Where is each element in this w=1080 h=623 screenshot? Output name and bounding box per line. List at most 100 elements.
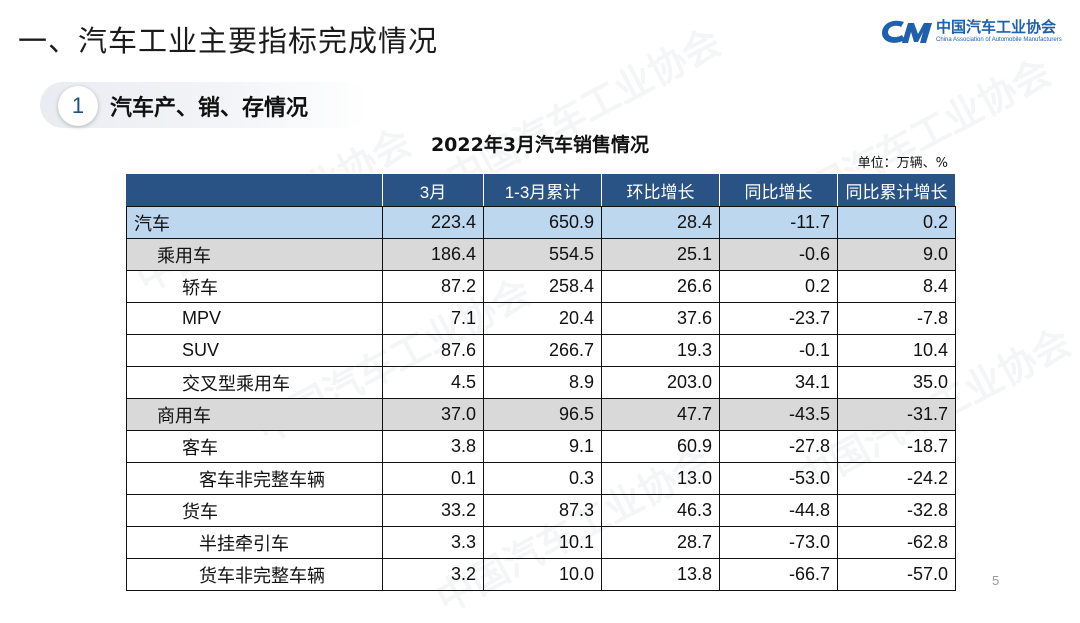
table-cell: 10.4 [837, 334, 956, 367]
table-cell: -0.1 [719, 334, 838, 367]
table-cell: 34.1 [719, 366, 838, 399]
table-header-row: 3月 1-3月累计 环比增长 同比增长 同比累计增长 [126, 173, 956, 207]
table-cell: 47.7 [601, 398, 720, 431]
table-cell: -53.0 [719, 462, 838, 495]
table-row: 商用车 37.0 96.5 47.7 -43.5 -31.7 [126, 398, 956, 431]
table-cell: 203.0 [601, 366, 720, 399]
table-cell: -23.7 [719, 302, 838, 335]
table-row: 交叉型乘用车 4.5 8.9 203.0 34.1 35.0 [126, 366, 956, 399]
table-row: SUV 87.6 266.7 19.3 -0.1 10.4 [126, 334, 956, 367]
table-row: 货车 33.2 87.3 46.3 -44.8 -32.8 [126, 494, 956, 527]
caam-logo-icon [882, 20, 932, 43]
table-row: 半挂牵引车 3.3 10.1 28.7 -73.0 -62.8 [126, 526, 956, 559]
table-cell: 87.3 [483, 494, 602, 527]
table-cell: 20.4 [483, 302, 602, 335]
table-cell: 60.9 [601, 430, 720, 463]
table-cell: 19.3 [601, 334, 720, 367]
row-label: 客车 [126, 430, 383, 463]
column-header [126, 173, 383, 207]
column-header: 同比累计增长 [837, 173, 956, 207]
table-cell: 13.0 [601, 462, 720, 495]
table-cell: 10.0 [483, 558, 602, 591]
table-cell: 96.5 [483, 398, 602, 431]
table-cell: -66.7 [719, 558, 838, 591]
table-cell: -11.7 [719, 206, 838, 239]
caam-logo: 中国汽车工业协会 China Association of Automobile… [880, 16, 1070, 50]
table-row: 轿车 87.2 258.4 26.6 0.2 8.4 [126, 270, 956, 303]
table-cell: 0.2 [837, 206, 956, 239]
logo-name-en: China Association of Automobile Manufact… [936, 37, 1062, 43]
table-cell: -32.8 [837, 494, 956, 527]
table-cell: 35.0 [837, 366, 956, 399]
table-row: MPV 7.1 20.4 37.6 -23.7 -7.8 [126, 302, 956, 335]
row-label: 货车非完整车辆 [126, 558, 383, 591]
logo-name-cn: 中国汽车工业协会 [936, 18, 1057, 36]
row-label: 交叉型乘用车 [126, 366, 383, 399]
table-cell: -24.2 [837, 462, 956, 495]
table-cell: 9.0 [837, 238, 956, 271]
table-cell: 258.4 [483, 270, 602, 303]
table-cell: 25.1 [601, 238, 720, 271]
table-cell: 0.2 [719, 270, 838, 303]
table-title: 2022年3月汽车销售情况 [430, 134, 650, 156]
table-row: 货车非完整车辆 3.2 10.0 13.8 -66.7 -57.0 [126, 558, 956, 591]
table-cell: 37.0 [382, 398, 484, 431]
row-label: 货车 [126, 494, 383, 527]
row-label: 客车非完整车辆 [126, 462, 383, 495]
table-cell: 650.9 [483, 206, 602, 239]
page-number: 5 [992, 573, 1000, 588]
row-label: 商用车 [126, 398, 383, 431]
unit-label: 单位：万辆、% [857, 156, 948, 171]
table-cell: 33.2 [382, 494, 484, 527]
row-label: MPV [126, 302, 383, 335]
table-cell: -43.5 [719, 398, 838, 431]
row-label: SUV [126, 334, 383, 367]
table-cell: 26.6 [601, 270, 720, 303]
table-cell: 8.9 [483, 366, 602, 399]
table-cell: 10.1 [483, 526, 602, 559]
row-label: 乘用车 [126, 238, 383, 271]
row-label: 汽车 [126, 206, 383, 239]
table-cell: -57.0 [837, 558, 956, 591]
column-header: 环比增长 [601, 173, 720, 207]
table-cell: 3.2 [382, 558, 484, 591]
column-header: 3月 [382, 173, 484, 207]
table-cell: 28.4 [601, 206, 720, 239]
table-cell: 46.3 [601, 494, 720, 527]
table-cell: 87.6 [382, 334, 484, 367]
table-cell: -18.7 [837, 430, 956, 463]
table-cell: 3.3 [382, 526, 484, 559]
table-cell: -7.8 [837, 302, 956, 335]
table-cell: -73.0 [719, 526, 838, 559]
table-cell: 0.3 [483, 462, 602, 495]
table-row: 客车 3.8 9.1 60.9 -27.8 -18.7 [126, 430, 956, 463]
table-cell: 8.4 [837, 270, 956, 303]
sales-table: 3月 1-3月累计 环比增长 同比增长 同比累计增长 汽车 223.4 650.9 2… [126, 173, 956, 591]
column-header: 1-3月累计 [483, 173, 602, 207]
row-label: 半挂牵引车 [126, 526, 383, 559]
table-cell: 554.5 [483, 238, 602, 271]
table-cell: 87.2 [382, 270, 484, 303]
table-cell: 7.1 [382, 302, 484, 335]
table-row: 汽车 223.4 650.9 28.4 -11.7 0.2 [126, 206, 956, 239]
table-cell: 223.4 [382, 206, 484, 239]
table-cell: 9.1 [483, 430, 602, 463]
section-number: 1 [58, 86, 98, 126]
column-header: 同比增长 [719, 173, 838, 207]
table-cell: 186.4 [382, 238, 484, 271]
section-title: 汽车产、销、存情况 [110, 96, 309, 121]
table-cell: 4.5 [382, 366, 484, 399]
page-title: 一、汽车工业主要指标完成情况 [18, 24, 439, 58]
table-row: 乘用车 186.4 554.5 25.1 -0.6 9.0 [126, 238, 956, 271]
row-label: 轿车 [126, 270, 383, 303]
table-cell: -27.8 [719, 430, 838, 463]
table-cell: -0.6 [719, 238, 838, 271]
table-row: 客车非完整车辆 0.1 0.3 13.0 -53.0 -24.2 [126, 462, 956, 495]
table-cell: 0.1 [382, 462, 484, 495]
table-cell: 3.8 [382, 430, 484, 463]
table-cell: -62.8 [837, 526, 956, 559]
table-cell: 37.6 [601, 302, 720, 335]
table-cell: 266.7 [483, 334, 602, 367]
table-cell: -44.8 [719, 494, 838, 527]
table-cell: 13.8 [601, 558, 720, 591]
